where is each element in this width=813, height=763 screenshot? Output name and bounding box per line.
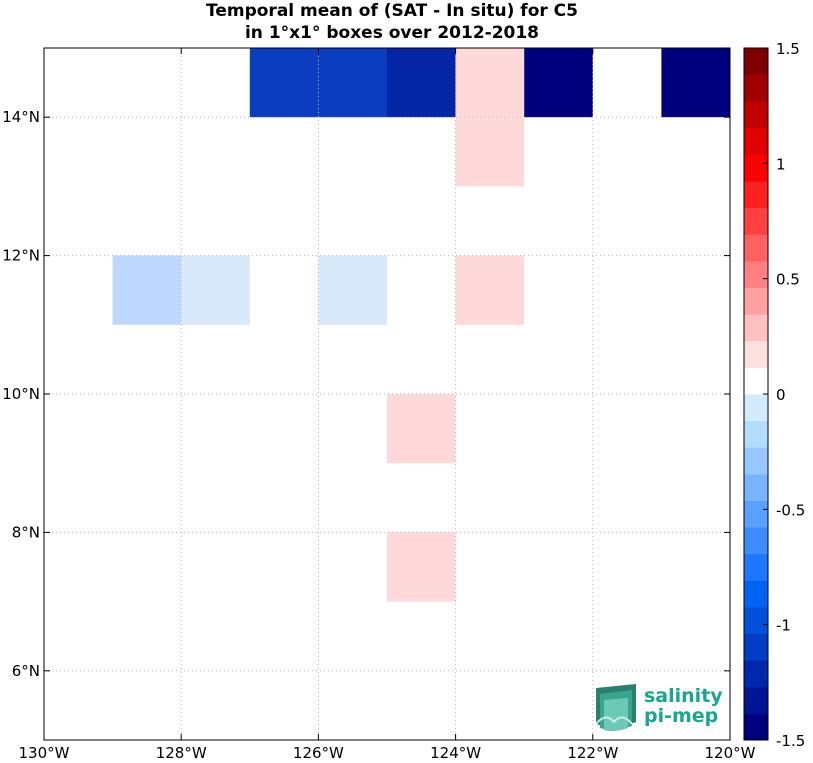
- x-tick-label-1: 128°W: [156, 744, 207, 762]
- x-tick-label-3: 124°W: [430, 744, 481, 762]
- wave-logo-icon: [595, 684, 636, 732]
- colorbar-tick-label-1: 1: [776, 155, 786, 173]
- x-tick-label-2: 126°W: [293, 744, 344, 762]
- colorbar-segment-25: [744, 48, 768, 76]
- colorbar-segment-24: [744, 74, 768, 102]
- colorbar-tick-label-6: -1.5: [776, 732, 805, 750]
- colorbar-segment-10: [744, 447, 768, 475]
- colorbar-tick-label-4: -0.5: [776, 501, 805, 519]
- x-axis-tick-labels: 130°W 128°W 126°W 124°W 122°W 120°W: [19, 744, 756, 762]
- x-tick-label-4: 122°W: [567, 744, 618, 762]
- heatmap-cell-5: [661, 48, 730, 118]
- colorbar-segment-9: [744, 473, 768, 501]
- heatmap-cell-8: [181, 255, 250, 325]
- colorbar-segment-5: [744, 580, 768, 608]
- colorbar-tick-label-3: 0: [776, 386, 786, 404]
- heatmap-cell-12: [387, 532, 456, 602]
- colorbar-segment-13: [744, 367, 768, 395]
- colorbar-segment-23: [744, 101, 768, 129]
- heatmap-cell-9: [318, 255, 387, 325]
- heatmap-cell-3: [455, 48, 525, 118]
- heatmap-cell-4: [524, 48, 593, 118]
- colorbar-segment-6: [744, 553, 768, 581]
- colorbar-segment-21: [744, 154, 768, 182]
- colorbar-segment-0: [744, 713, 768, 741]
- grid-lines: [44, 48, 730, 740]
- colorbar-segment-20: [744, 181, 768, 209]
- colorbar-segment-12: [744, 394, 768, 422]
- colorbar-tick-label-5: -1: [776, 617, 791, 635]
- colorbar-tick-label-0: 1.5: [776, 40, 800, 58]
- logo-line-1: salinity: [644, 685, 723, 707]
- heatmap-cell-11: [387, 394, 456, 464]
- colorbar-segment-4: [744, 606, 768, 635]
- colorbar-segment-11: [744, 420, 768, 448]
- y-axis-tick-labels: 6°N 8°N 10°N 12°N 14°N: [2, 108, 40, 680]
- y-tick-label-3: 12°N: [2, 247, 40, 265]
- colorbar-tick-label-2: 0.5: [776, 271, 800, 289]
- x-tick-label-5: 120°W: [705, 744, 756, 762]
- colorbar-segment-22: [744, 127, 768, 155]
- y-tick-label-1: 8°N: [12, 523, 40, 541]
- colorbar-segment-16: [744, 287, 768, 315]
- x-tick-label-0: 130°W: [19, 744, 70, 762]
- colorbar-segment-14: [744, 340, 768, 368]
- heatmap-cell-10: [455, 255, 525, 325]
- colorbar-segment-1: [744, 686, 768, 714]
- colorbar-segment-2: [744, 660, 768, 688]
- colorbar-segment-3: [744, 633, 768, 661]
- y-tick-label-2: 10°N: [2, 385, 40, 403]
- heatmap-cells: [112, 48, 730, 602]
- colorbar-segment-17: [744, 260, 768, 289]
- chart-title-line-2: in 1°x1° boxes over 2012-2018: [245, 23, 539, 43]
- y-tick-label-4: 14°N: [2, 108, 40, 126]
- heatmap-cell-2: [387, 48, 456, 118]
- colorbar-segment-8: [744, 500, 768, 528]
- colorbar-tick-labels: 1.5 1 0.5 0 -0.5 -1 -1.5: [776, 40, 805, 750]
- heatmap-cell-7: [112, 255, 182, 325]
- plot-frame: [43, 47, 731, 741]
- logo-line-2: pi-mep: [644, 705, 718, 727]
- heatmap-cell-1: [318, 48, 387, 118]
- colorbar-segment-18: [744, 234, 768, 262]
- colorbar: [743, 47, 769, 741]
- colorbar-segment-15: [744, 314, 768, 342]
- colorbar-segment-7: [744, 527, 768, 555]
- heatmap-cell-6: [455, 117, 525, 187]
- chart-title-line-1: Temporal mean of (SAT - In situ) for C5: [206, 1, 578, 21]
- salinity-pi-mep-logo: salinity pi-mep: [595, 684, 723, 732]
- y-tick-label-0: 6°N: [12, 662, 40, 680]
- heatmap-cell-0: [249, 48, 319, 118]
- colorbar-segment-19: [744, 207, 768, 235]
